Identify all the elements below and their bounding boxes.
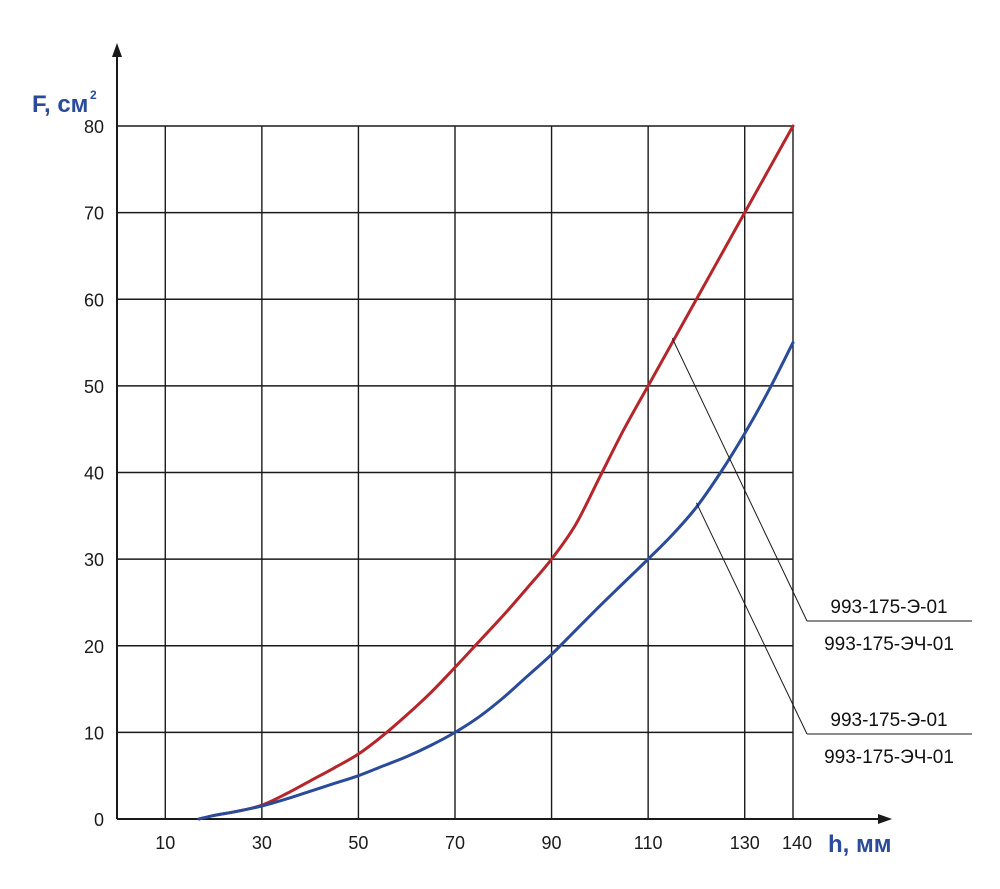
y-axis-title: F, см <box>32 91 88 118</box>
x-tick-label: 130 <box>730 833 760 853</box>
series-line-1 <box>197 124 795 821</box>
x-tick-label: 10 <box>155 833 175 853</box>
series-group <box>197 124 795 821</box>
annotation-leader-line <box>671 338 808 622</box>
annotation-label-bottom: 993-175-ЭЧ-01 <box>824 747 954 768</box>
tick-labels: 10 30 50 70 90 110 130 140 0 10 20 30 40 50 60 70 80 <box>84 117 812 853</box>
annotations: 993-175-Э-01 993-175-ЭЧ-01 993-175-Э-01 993… <box>671 338 972 768</box>
y-axis-arrow <box>112 43 122 57</box>
x-axis-arrow <box>878 814 892 824</box>
axes <box>112 43 892 824</box>
y-tick-label: 60 <box>84 290 104 310</box>
y-tick-label: 20 <box>84 637 104 657</box>
x-tick-label: 90 <box>542 833 562 853</box>
x-tick-label: 110 <box>634 833 663 853</box>
x-tick-label: 70 <box>445 833 465 853</box>
y-tick-label: 0 <box>94 810 104 830</box>
annotation-label-top: 993-175-Э-01 <box>830 597 947 618</box>
y-tick-label: 30 <box>84 550 104 570</box>
y-tick-label: 80 <box>84 117 104 137</box>
y-tick-label: 40 <box>84 464 104 484</box>
y-tick-label: 70 <box>84 204 104 224</box>
x-tick-label: 140 <box>782 833 812 853</box>
grid <box>117 125 794 819</box>
series-line-2 <box>197 341 795 821</box>
annotation-leader-line <box>695 502 808 735</box>
y-tick-label: 10 <box>84 723 104 743</box>
annotation-label-bottom: 993-175-ЭЧ-01 <box>824 634 954 655</box>
y-axis-title-superscript: 2 <box>90 88 97 102</box>
x-tick-label: 50 <box>348 833 368 853</box>
annotation-label-top: 993-175-Э-01 <box>830 710 947 731</box>
y-tick-label: 50 <box>84 377 104 397</box>
x-tick-label: 30 <box>252 833 272 853</box>
x-axis-title: h, мм <box>828 831 892 858</box>
